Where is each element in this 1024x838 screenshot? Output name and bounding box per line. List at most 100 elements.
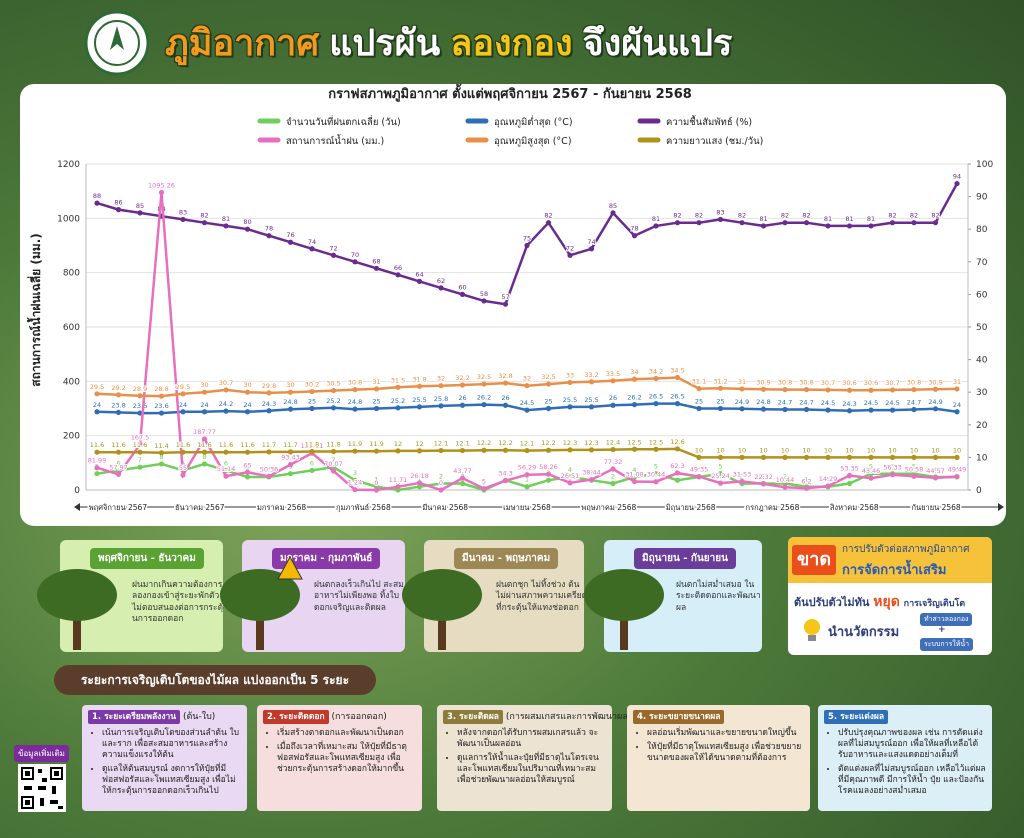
data-point xyxy=(137,449,143,455)
data-label: 31.5 xyxy=(391,376,405,384)
side-text: การปรับตัวต่อสภาพภูมิอากาศ xyxy=(842,544,970,555)
data-point xyxy=(760,223,767,229)
data-label: 80 xyxy=(243,218,251,226)
data-label: 25.2 xyxy=(391,397,405,405)
y2-tick-label: 10 xyxy=(976,453,988,463)
side-text: ต้นปรับตัวไม่ทัน หยุด การเจริญเติบโต xyxy=(794,591,965,613)
data-point xyxy=(954,409,960,415)
data-point xyxy=(137,464,143,470)
data-point xyxy=(674,374,681,381)
data-point xyxy=(610,466,616,472)
stop-label: หยุด xyxy=(873,594,900,610)
data-label: 82 xyxy=(200,212,208,220)
data-label: 31 xyxy=(372,378,380,386)
data-point xyxy=(631,376,638,382)
month-label: มกราคม 2568 xyxy=(257,503,306,512)
data-label: 25.8 xyxy=(434,395,448,403)
data-label: 0 xyxy=(482,479,486,487)
data-label: 34.3 xyxy=(498,470,512,478)
data-label: 25.24 xyxy=(711,472,730,480)
data-point xyxy=(653,375,659,382)
data-point xyxy=(416,480,423,486)
data-label: 30.8 xyxy=(348,379,362,387)
data-label: 11.7 xyxy=(262,441,276,449)
data-label: 86 xyxy=(114,199,122,207)
data-point xyxy=(158,461,165,467)
season-card: พฤศจิกายน - ธันวาคม ฝนมากเกินความต้องการ… xyxy=(60,540,223,652)
data-label: 62.3 xyxy=(670,462,684,470)
data-label: 2 xyxy=(761,472,765,480)
data-point xyxy=(760,481,767,487)
data-label: 10 xyxy=(953,446,961,454)
data-point xyxy=(180,409,186,415)
data-label: 29.5 xyxy=(90,383,104,391)
y-tick-label: 600 xyxy=(63,323,80,333)
data-label: 28.8 xyxy=(154,385,168,393)
data-point xyxy=(846,472,853,479)
season-card: มีนาคม - พฤษภาคม ฝนตกชุก ไม่ทิ้งช่วง ต้น… xyxy=(424,540,587,652)
data-point xyxy=(653,479,659,485)
data-label: 30 xyxy=(286,381,294,389)
data-point xyxy=(459,447,466,454)
legend-label: ความยาวแสง (ชม./วัน) xyxy=(666,136,763,147)
data-label: 81.99 xyxy=(88,457,107,465)
data-point xyxy=(825,483,831,489)
y2-tick-label: 50 xyxy=(976,323,988,333)
data-label: 30.8 xyxy=(907,379,921,387)
data-label: 24.2 xyxy=(219,400,233,408)
data-label: 12.1 xyxy=(434,440,448,448)
side-box: ขาด การปรับตัวต่อสภาพภูมิอากาศ การจัดการ… xyxy=(788,537,992,655)
data-point xyxy=(438,487,444,493)
qr-code xyxy=(18,764,66,812)
data-point xyxy=(180,472,186,478)
data-label: 30.7 xyxy=(219,379,233,387)
season-text: ฝนตกไม่สม่ำเสมอ ในระยะติดดอกและพัฒนาผล xyxy=(676,580,761,613)
data-point xyxy=(545,447,552,453)
data-label: 31.1 xyxy=(692,378,706,386)
data-point xyxy=(524,407,530,413)
data-label: 84 xyxy=(157,205,165,213)
data-label: 26 xyxy=(501,394,509,402)
data-point xyxy=(954,386,960,392)
data-point xyxy=(266,408,272,414)
month-label: พฤษภาคม 2568 xyxy=(581,503,636,512)
title-part: จึงผันแปร xyxy=(582,23,733,64)
data-point xyxy=(115,207,122,213)
legend-label: อุณหภูมิต่ำสุด (°C) xyxy=(494,115,573,128)
data-point xyxy=(868,475,874,481)
data-point xyxy=(739,386,745,392)
data-label: 24.5 xyxy=(885,399,899,407)
data-point xyxy=(223,408,229,414)
data-label: 24 xyxy=(953,401,961,409)
data-point xyxy=(954,180,960,187)
data-point xyxy=(868,471,874,477)
data-point xyxy=(330,448,337,455)
data-point xyxy=(717,385,724,391)
data-point xyxy=(911,406,917,413)
data-label: 66 xyxy=(394,264,402,272)
data-point xyxy=(567,447,573,453)
data-label: 24.5 xyxy=(864,399,878,407)
data-point xyxy=(825,387,831,393)
data-label: 64 xyxy=(415,270,423,278)
month-label: กุมภาพันธ์ 2568 xyxy=(336,503,391,512)
month-label: กันยายน 2568 xyxy=(911,503,960,512)
data-point xyxy=(782,454,788,460)
data-label: 10 xyxy=(845,446,853,454)
data-label: 82 xyxy=(781,212,789,220)
data-point xyxy=(266,233,272,239)
data-label: 30.6 xyxy=(864,379,878,387)
data-point xyxy=(631,233,638,239)
data-point xyxy=(395,484,401,490)
data-point xyxy=(588,379,595,385)
data-label: 11.9 xyxy=(369,440,383,448)
data-label: 31.53 xyxy=(733,470,752,478)
y2-tick-label: 70 xyxy=(976,258,988,268)
data-label: 81 xyxy=(824,215,832,223)
data-label: 75 xyxy=(523,235,531,243)
data-label: 24.5 xyxy=(821,399,835,407)
data-label: 31.2 xyxy=(713,377,727,385)
data-label: 24 xyxy=(200,401,208,409)
data-point xyxy=(954,454,960,460)
